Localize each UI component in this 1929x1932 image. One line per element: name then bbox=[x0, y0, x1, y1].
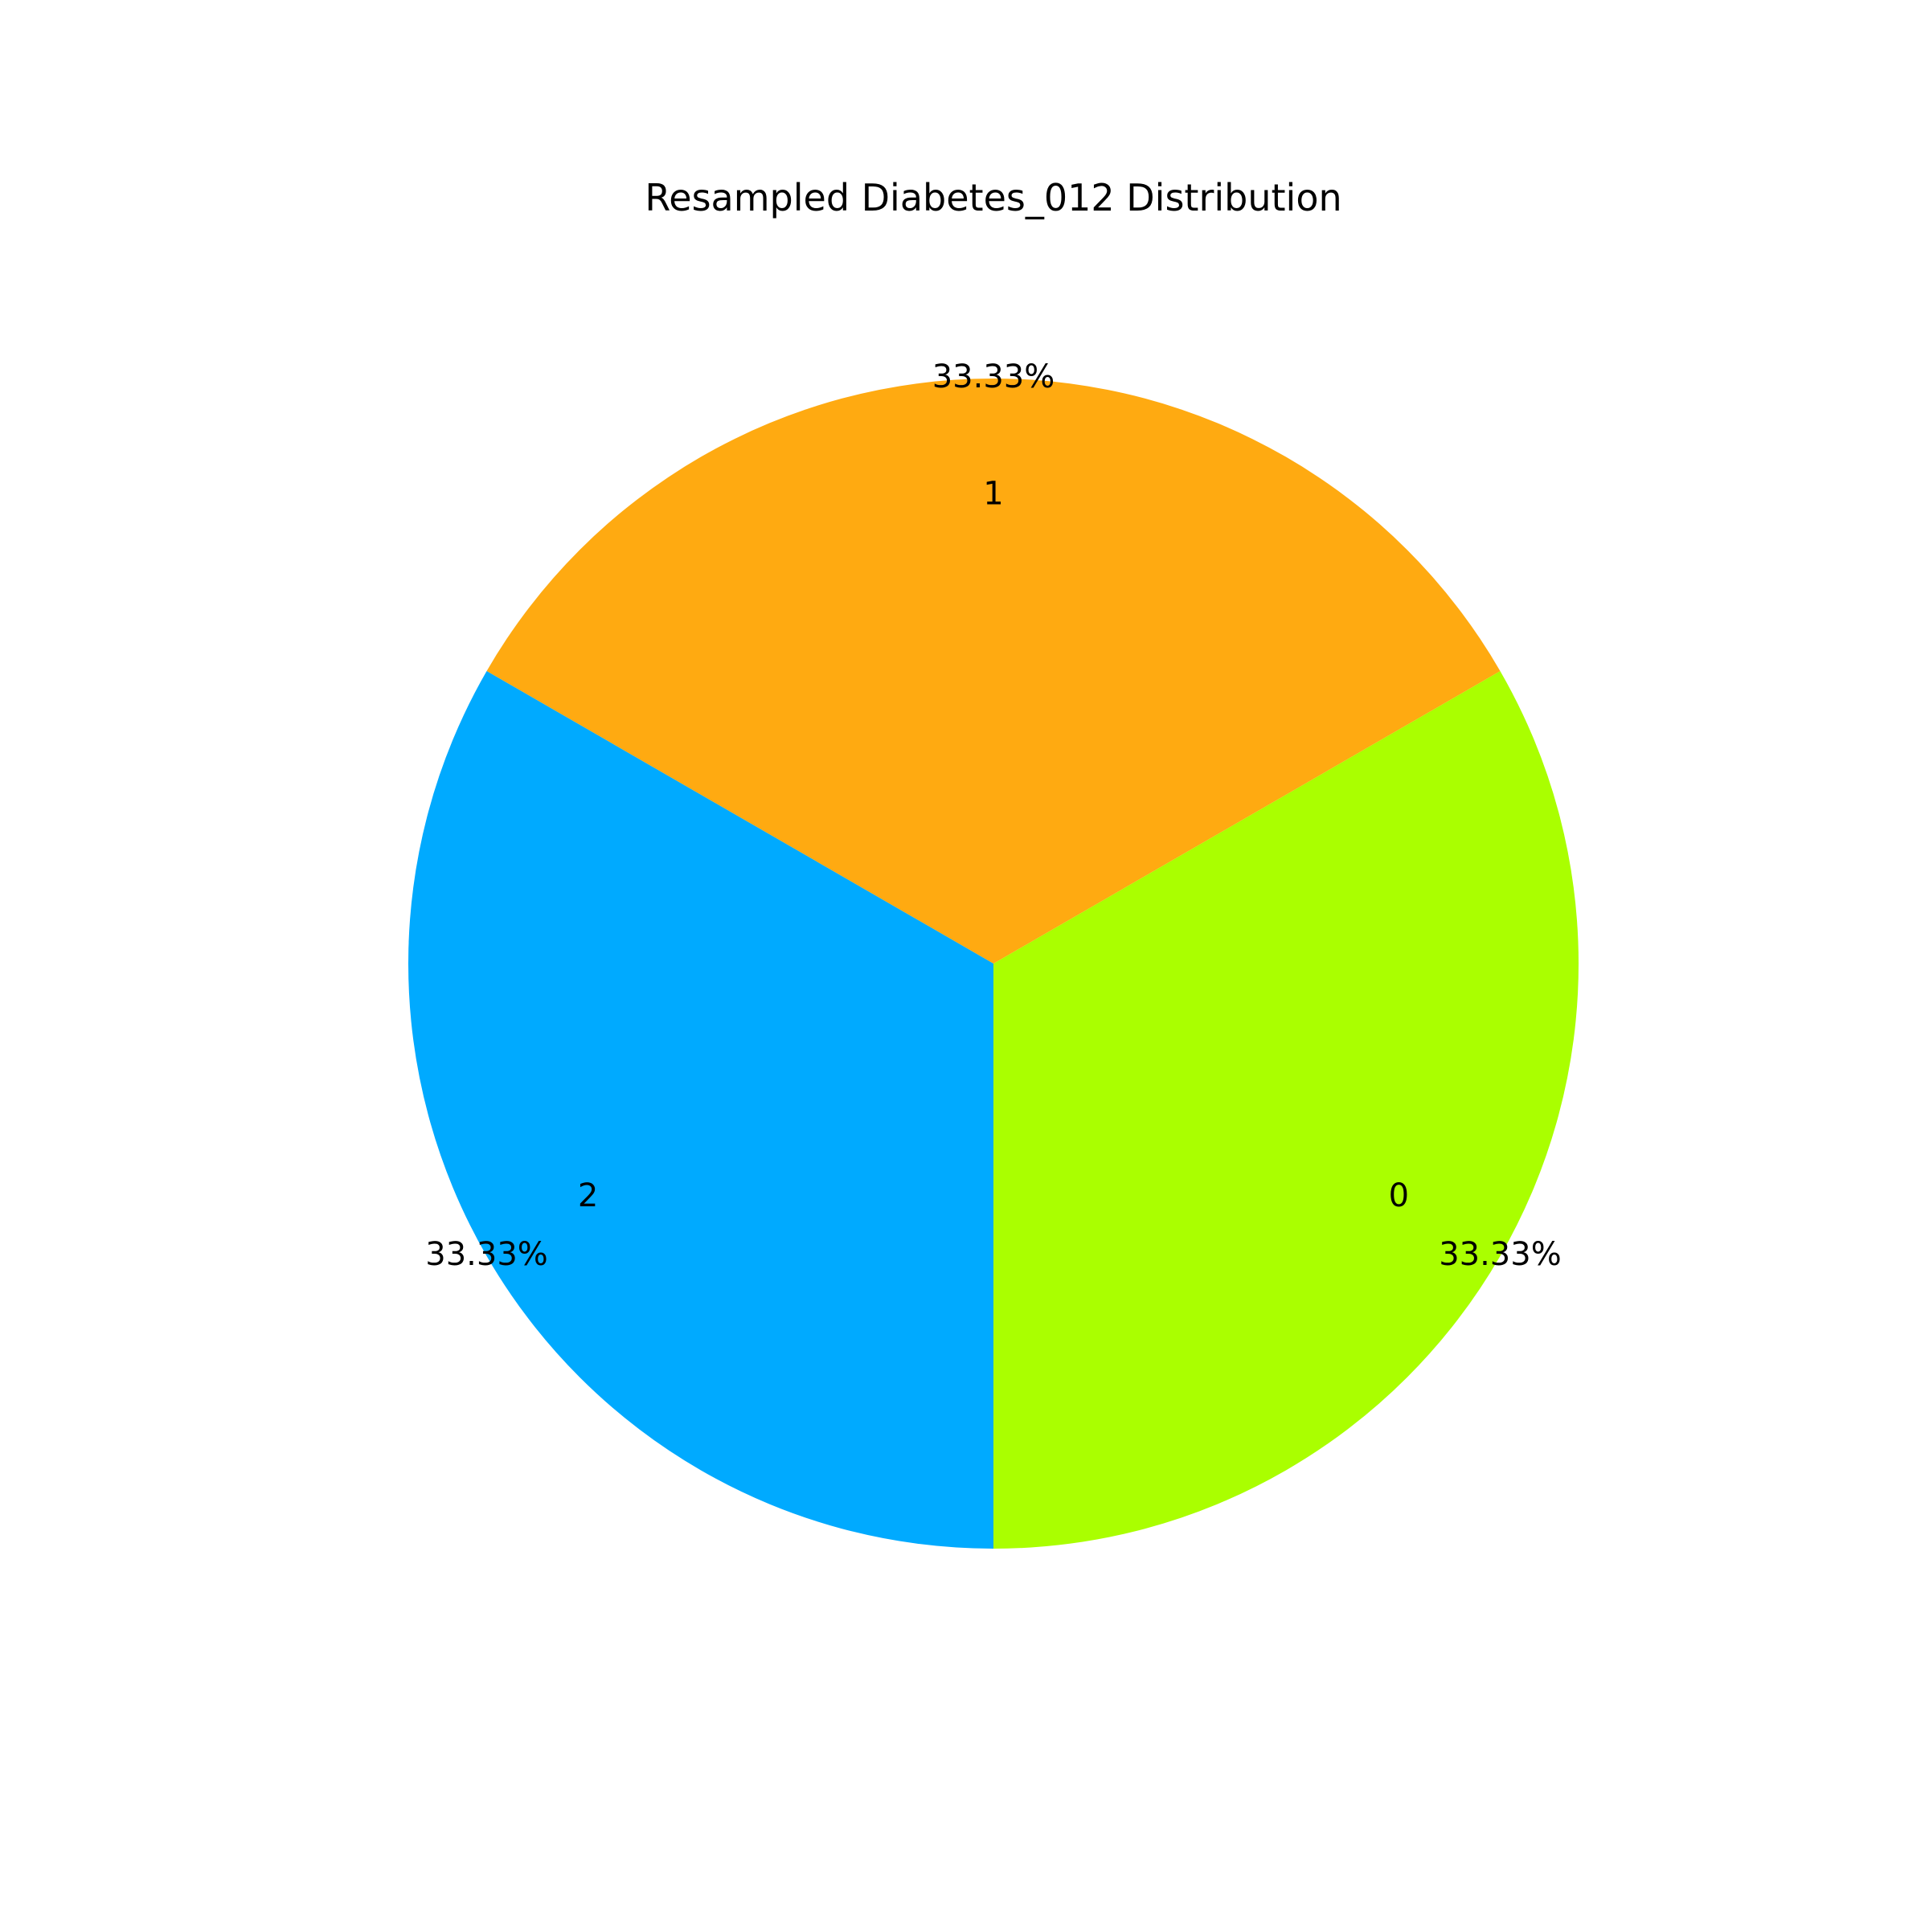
pie-labels: 0 33.33% 1 33.33% 2 33.33% bbox=[425, 358, 1561, 1273]
pie-slice-2 bbox=[408, 671, 993, 1549]
chart-title: Resampled Diabetes_012 Distribution bbox=[645, 176, 1341, 219]
pie-slice-1 bbox=[486, 379, 1501, 964]
slice-percent-1: 33.33% bbox=[932, 358, 1055, 395]
slice-label-0: 0 bbox=[1389, 1177, 1409, 1214]
pie-slice-0 bbox=[993, 671, 1579, 1549]
slice-percent-0: 33.33% bbox=[1439, 1236, 1562, 1273]
slice-percent-2: 33.33% bbox=[425, 1236, 548, 1273]
slice-label-1: 1 bbox=[983, 476, 1003, 513]
pie-slices bbox=[408, 379, 1579, 1549]
slice-label-2: 2 bbox=[578, 1177, 598, 1214]
